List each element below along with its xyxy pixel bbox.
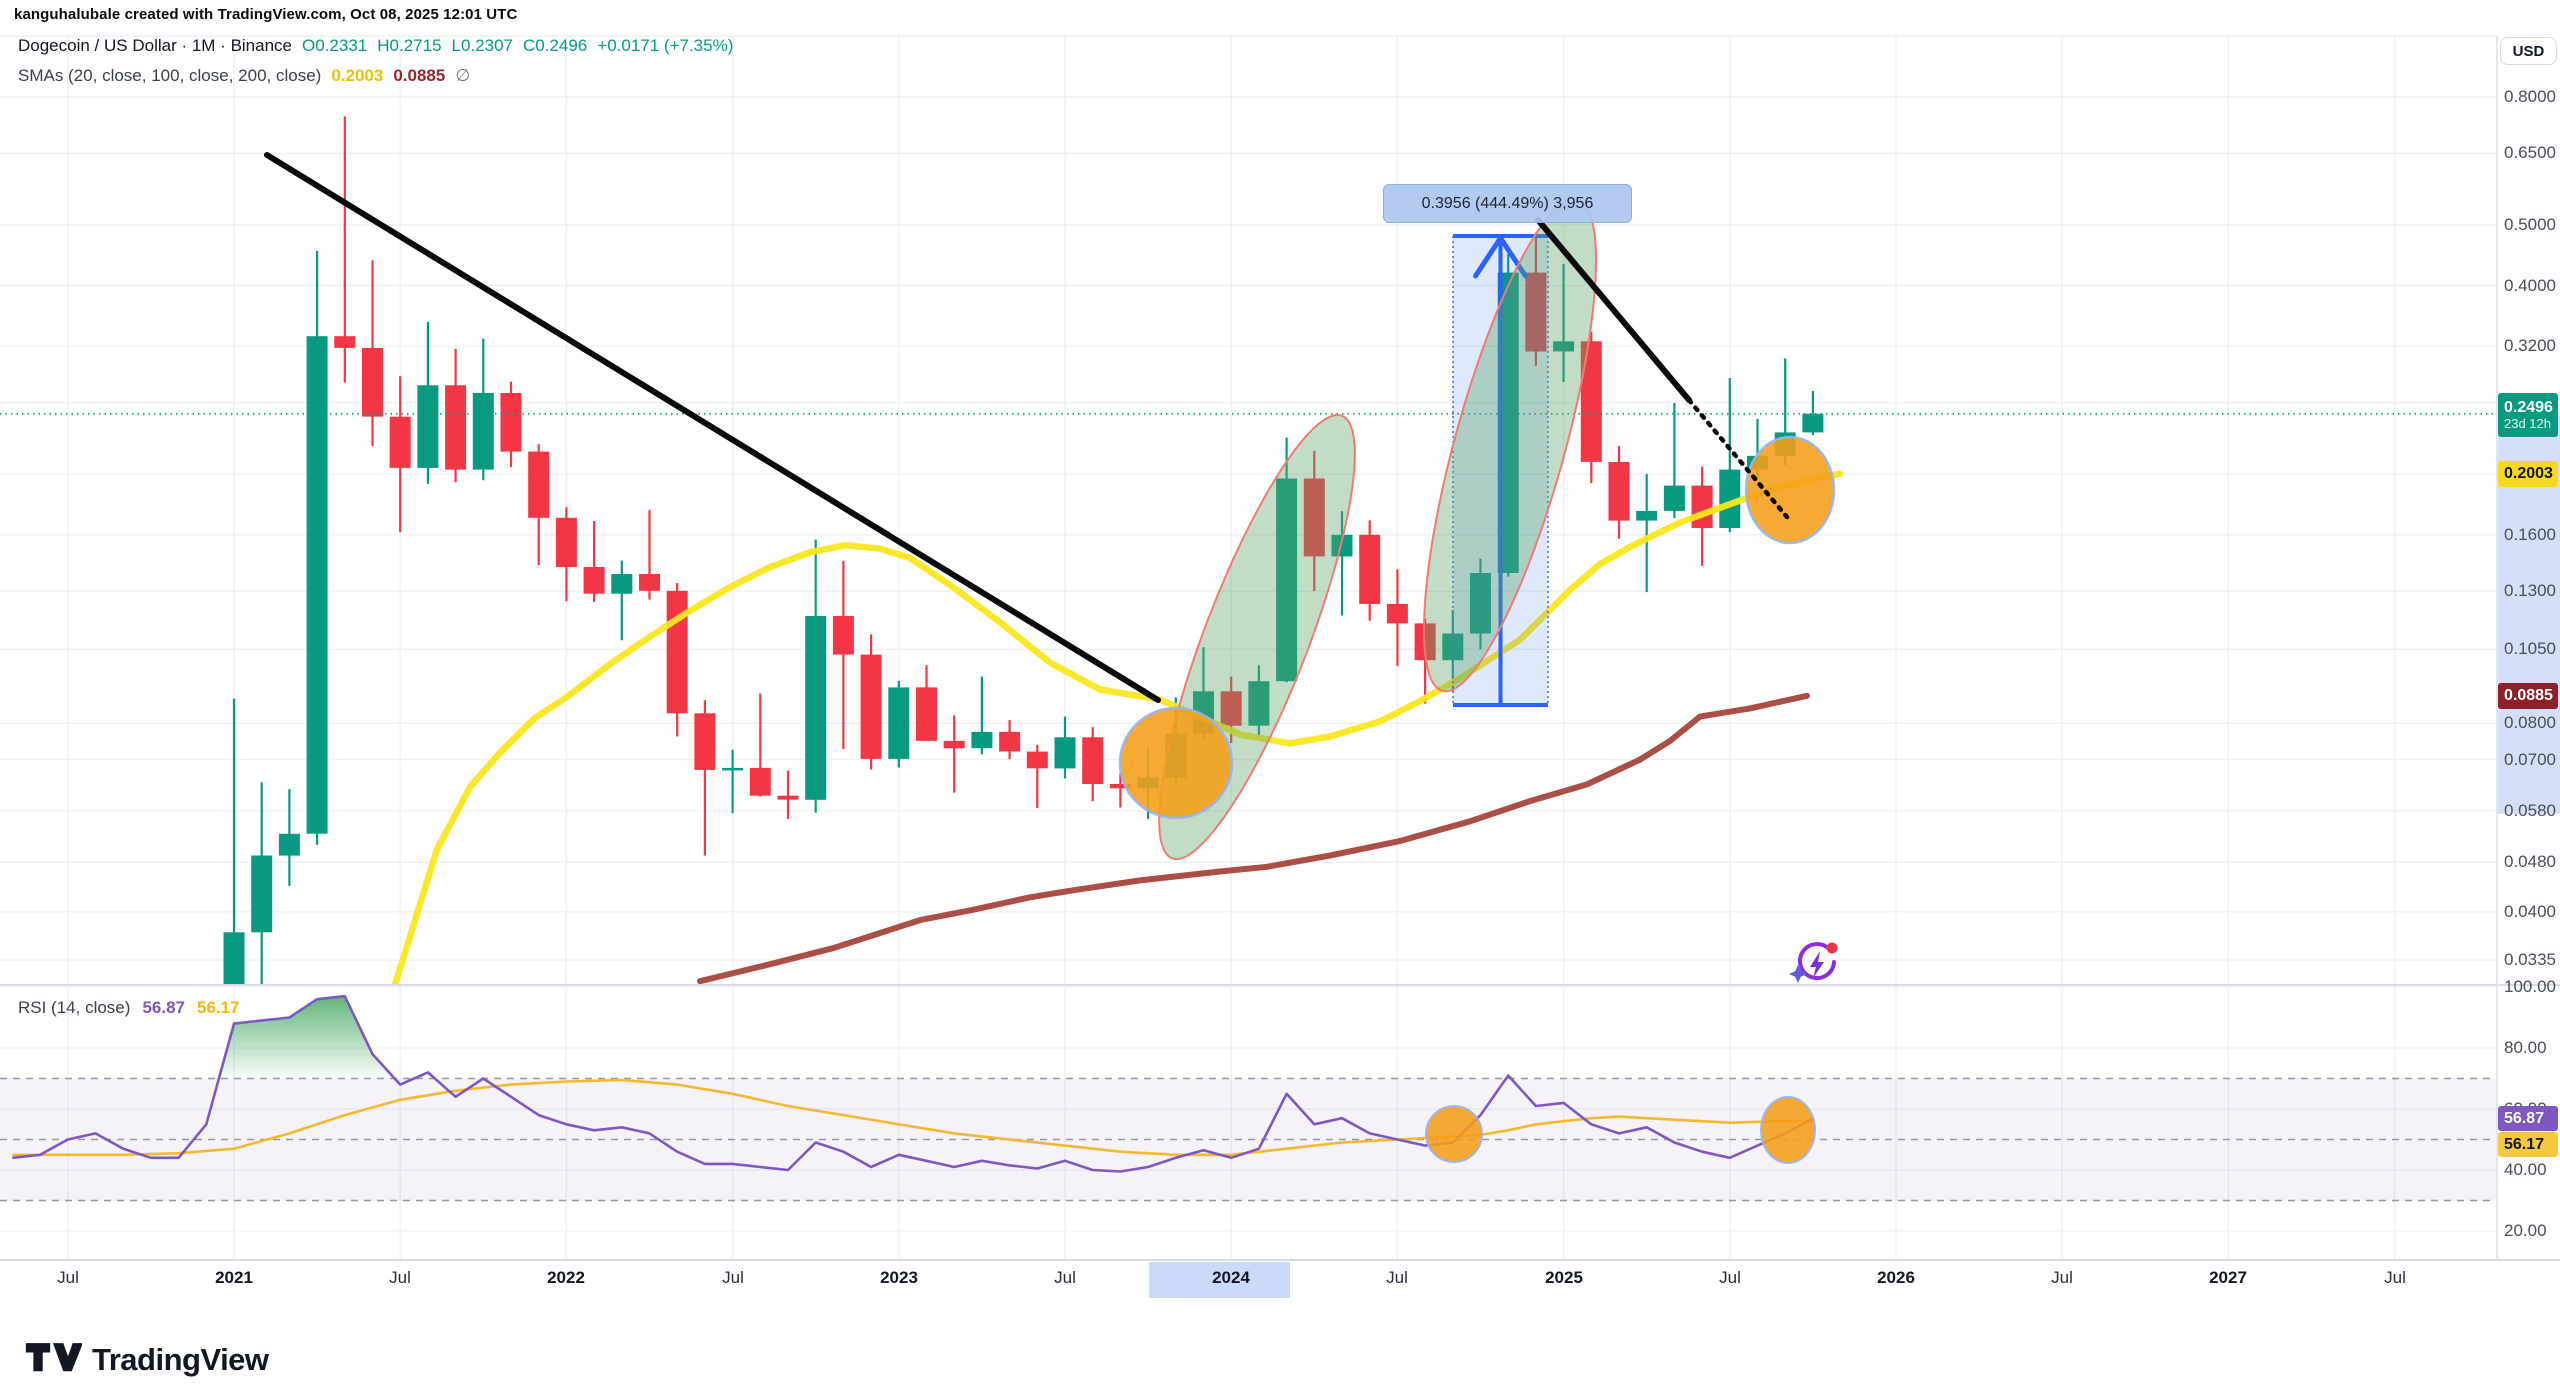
time-axis-label-2026[interactable]: 2026: [1877, 1268, 1915, 1287]
rsi-axis-label[interactable]: 80.00: [2504, 1038, 2547, 1057]
time-axis-label-2025[interactable]: 2025: [1545, 1268, 1583, 1287]
last-price-badge[interactable]: 0.2496 23d 12h: [2498, 393, 2558, 437]
rsi-highlight-circle: [1425, 1105, 1483, 1163]
time-axis-label-2023[interactable]: 2023: [880, 1268, 918, 1287]
candlestick-series: [223, 116, 1824, 985]
rsi-ma-value-badge[interactable]: 56.17: [2498, 1132, 2558, 1157]
time-axis-label-2027[interactable]: 2027: [2209, 1268, 2247, 1287]
rsi-highlight-circle: [1760, 1096, 1816, 1164]
rsi-value: 56.87: [142, 998, 185, 1017]
sma200-price-badge[interactable]: 0.0885: [2498, 683, 2558, 709]
rsi-ma-line: [12, 1078, 1813, 1157]
price-axis-label[interactable]: 0.0480: [2504, 852, 2556, 871]
price-axis-label[interactable]: 0.0335: [2504, 950, 2556, 969]
time-axis-label-jul[interactable]: Jul: [389, 1268, 411, 1287]
trendline-descending-2: [1535, 217, 1692, 403]
watermark-attribution: kanguhalubale created with TradingView.c…: [14, 6, 518, 23]
user-drawings[interactable]: [264, 152, 1836, 877]
ohlc-low: L0.2307: [451, 36, 513, 55]
symbol-legend-row[interactable]: Dogecoin / US Dollar · 1M · Binance O0.2…: [18, 36, 733, 56]
rsi-value-badge[interactable]: 56.87: [2498, 1106, 2558, 1131]
price-axis-label[interactable]: 0.0400: [2504, 902, 2556, 921]
sma200-value: 0.0885: [393, 66, 446, 85]
rsi-ma-value: 56.17: [196, 998, 240, 1017]
price-axis-label[interactable]: 0.4000: [2504, 276, 2556, 295]
tradingview-logo-mark: [25, 1343, 82, 1372]
time-axis-label-2022[interactable]: 2022: [547, 1268, 585, 1287]
price-axis-label[interactable]: 0.6500: [2504, 143, 2556, 162]
price-axis-label[interactable]: 0.0580: [2504, 801, 2556, 820]
sma20-price-badge[interactable]: 0.2003: [2498, 461, 2558, 487]
price-axis-label[interactable]: 0.3200: [2504, 336, 2556, 355]
sma200-line: [697, 692, 1810, 985]
time-axis-label-2024[interactable]: 2024: [1212, 1268, 1250, 1287]
price-axis-label[interactable]: 0.0800: [2504, 713, 2556, 732]
tradingview-logo-text: TradingView: [92, 1342, 269, 1377]
trendline-descending-1: [264, 152, 1161, 703]
rsi-indicator-label[interactable]: RSI (14, close): [18, 998, 131, 1017]
price-axis-label[interactable]: 0.5000: [2504, 215, 2556, 234]
time-axis-label-jul[interactable]: Jul: [1386, 1268, 1408, 1287]
sma20-value: 0.2003: [331, 66, 384, 85]
price-highlight-circle-1: [1118, 706, 1234, 820]
price-axis-label[interactable]: 0.1050: [2504, 639, 2556, 658]
sma-indicator-label[interactable]: SMAs (20, close, 100, close, 200, close): [18, 66, 322, 85]
rsi-axis-label[interactable]: 100.00: [2504, 977, 2556, 996]
time-axis-label-jul[interactable]: Jul: [2051, 1268, 2073, 1287]
supercharts-refresh-icon[interactable]: [1789, 942, 1838, 984]
pane-separators: [0, 36, 2560, 1261]
time-axis-label-2021[interactable]: 2021: [215, 1268, 253, 1287]
ohlc-close: C0.2496: [522, 36, 588, 55]
time-axis-label-jul[interactable]: Jul: [1054, 1268, 1076, 1287]
rsi-axis-label[interactable]: 40.00: [2504, 1160, 2547, 1179]
rsi-pane: [0, 994, 2497, 1202]
sma-legend-row[interactable]: SMAs (20, close, 100, close, 200, close)…: [18, 66, 470, 86]
ohlc-change: +0.0171 (+7.35%): [597, 36, 734, 55]
tradingview-logo[interactable]: TradingView: [24, 1338, 269, 1382]
time-axis-label-jul[interactable]: Jul: [2384, 1268, 2406, 1287]
price-range-measure-label[interactable]: 0.3956 (444.49%) 3,956: [1383, 184, 1632, 223]
price-highlight-circle-2: [1744, 435, 1836, 545]
ohlc-high: H0.2715: [377, 36, 442, 55]
time-axis-label-jul[interactable]: Jul: [722, 1268, 744, 1287]
price-axis-label[interactable]: 0.8000: [2504, 87, 2556, 106]
ohlc-open: O0.2331: [302, 36, 368, 55]
currency-unit-button[interactable]: USD: [2500, 37, 2557, 65]
rsi-axis-label[interactable]: 20.00: [2504, 1221, 2547, 1240]
price-axis-label[interactable]: 0.1300: [2504, 581, 2556, 600]
rsi-line: [12, 994, 1814, 1173]
rsi-legend-row[interactable]: RSI (14, close) 56.87 56.17: [18, 998, 240, 1018]
sma-null-value: ∅: [455, 66, 471, 85]
time-axis-label-jul[interactable]: Jul: [1719, 1268, 1741, 1287]
price-axis-label[interactable]: 0.1600: [2504, 525, 2556, 544]
symbol-title[interactable]: Dogecoin / US Dollar · 1M · Binance: [18, 36, 293, 55]
price-axis-label[interactable]: 0.0700: [2504, 750, 2556, 769]
sma-overlays: [391, 470, 1844, 985]
sma20-line: [391, 470, 1844, 985]
time-axis-label-jul[interactable]: Jul: [57, 1268, 79, 1287]
